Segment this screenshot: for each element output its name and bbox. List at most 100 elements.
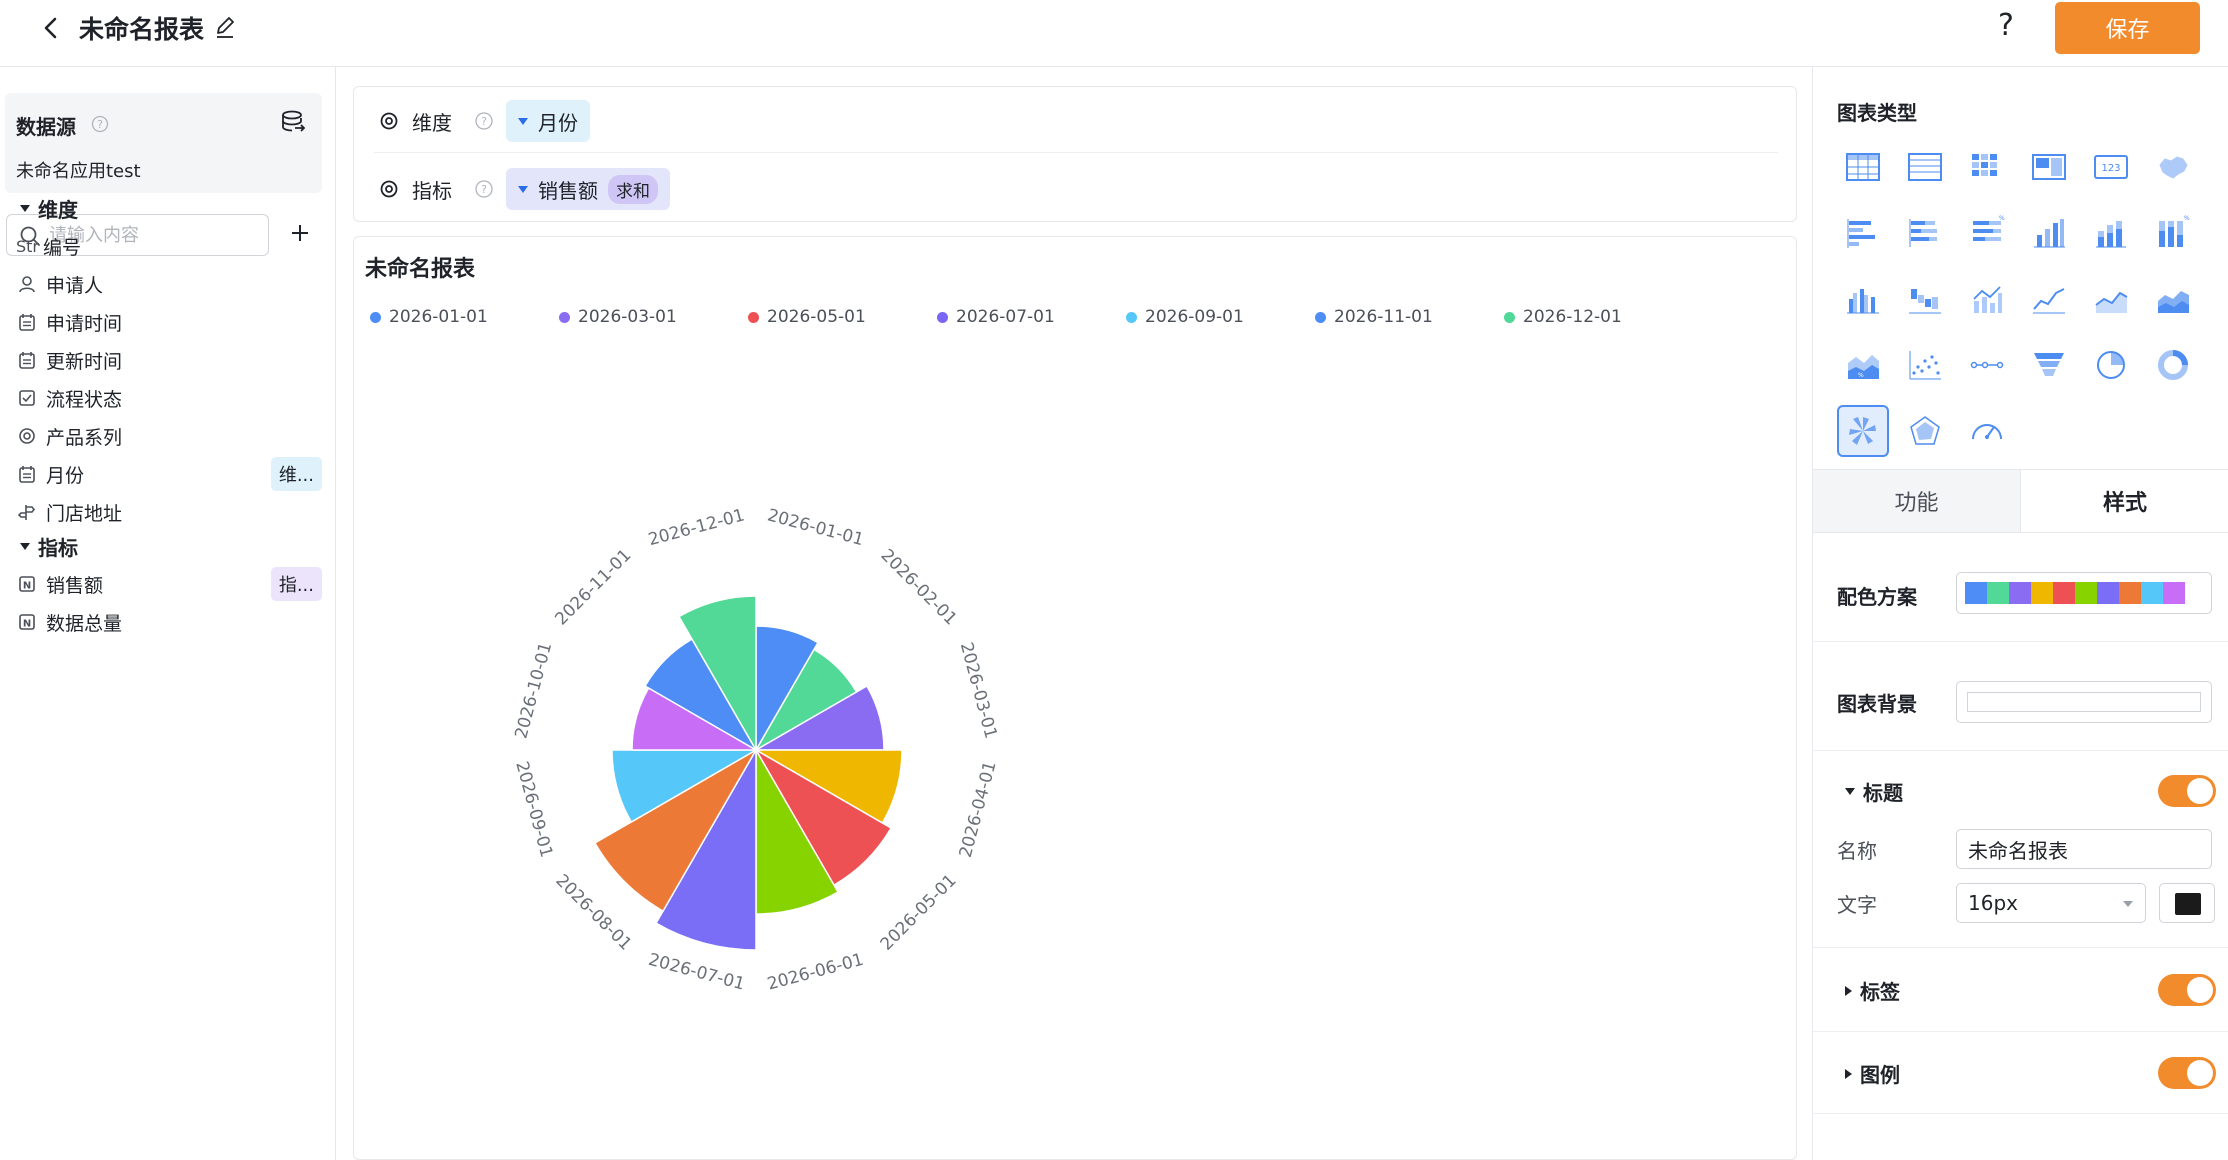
metric-group-header[interactable]: 指标: [20, 532, 78, 561]
gauge-icon[interactable]: [1961, 405, 2013, 457]
legend-item[interactable]: 2026-12-01: [1504, 307, 1622, 327]
rose-icon[interactable]: [1837, 405, 1889, 457]
label-section-header[interactable]: 标签: [1845, 976, 1900, 1005]
settings-icon[interactable]: [378, 110, 400, 132]
top-bar: 未命名报表 ? 保存: [0, 0, 2228, 67]
title-section-header[interactable]: 标题: [1845, 777, 1903, 806]
scatter-icon[interactable]: [1899, 339, 1951, 391]
rose-slice[interactable]: [755, 747, 840, 915]
chart-types-title: 图表类型: [1837, 101, 1917, 125]
percent-column-icon[interactable]: %: [2147, 207, 2199, 259]
field-item[interactable]: 更新时间: [16, 343, 322, 377]
title-name-input[interactable]: [1956, 829, 2212, 869]
legend-label: 2026-09-01: [1145, 307, 1244, 327]
field-item[interactable]: 申请人: [16, 267, 322, 301]
legend-item[interactable]: 2026-09-01: [1126, 307, 1244, 327]
edit-pencil-icon[interactable]: [213, 14, 237, 40]
field-search[interactable]: [6, 214, 269, 256]
legend-item[interactable]: 2026-11-01: [1315, 307, 1433, 327]
palette-picker[interactable]: [1956, 572, 2212, 614]
legend-item[interactable]: 2026-07-01: [937, 307, 1055, 327]
column-line-icon[interactable]: [1961, 273, 2013, 325]
save-button[interactable]: 保存: [2055, 2, 2200, 54]
field-item[interactable]: 流程状态: [16, 381, 322, 415]
legend-label: 2026-05-01: [767, 307, 866, 327]
add-field-icon[interactable]: [288, 221, 312, 245]
dimension-group-header[interactable]: 维度: [20, 194, 78, 223]
funnel-icon[interactable]: [2023, 339, 2075, 391]
stacked-column-icon[interactable]: [2085, 207, 2137, 259]
field-item[interactable]: Str 编号: [16, 229, 322, 263]
percent-bar-horizontal-icon[interactable]: %: [1961, 207, 2013, 259]
rose-slice[interactable]: [611, 749, 759, 824]
waterfall-icon[interactable]: [1899, 273, 1951, 325]
percent-area-icon[interactable]: %: [1837, 339, 1889, 391]
chart-config-panel: 维度 ? 月份 指标 ? 销售额 求和: [353, 86, 1797, 222]
tab-style[interactable]: 样式: [2021, 470, 2228, 532]
caret-down-icon: [20, 543, 30, 550]
field-item[interactable]: 产品系列: [16, 419, 322, 453]
tab-function[interactable]: 功能: [1813, 470, 2021, 532]
legend-dot: [1315, 311, 1326, 323]
dimension-pill[interactable]: 月份: [506, 100, 590, 142]
title-toggle[interactable]: [2158, 775, 2216, 807]
rose-slice[interactable]: [593, 747, 759, 913]
field-item[interactable]: N 数据总量: [16, 605, 322, 639]
card-icon[interactable]: [2023, 141, 2075, 193]
divider: [374, 152, 1778, 153]
legend-section-header[interactable]: 图例: [1845, 1059, 1900, 1088]
legend-item[interactable]: 2026-05-01: [748, 307, 866, 327]
metric-pill[interactable]: 销售额 求和: [506, 168, 670, 210]
bar-horizontal-icon[interactable]: [1837, 207, 1889, 259]
database-switch-icon[interactable]: [280, 109, 306, 135]
pivot-table-icon[interactable]: [1961, 141, 2013, 193]
svg-text:?: ?: [481, 183, 487, 196]
legend-toggle[interactable]: [2158, 1057, 2216, 1089]
chevron-down-icon: [2123, 901, 2133, 907]
help-circle-icon[interactable]: ?: [474, 179, 494, 199]
stacked-bar-horizontal-icon[interactable]: [1899, 207, 1951, 259]
area-icon[interactable]: [2147, 273, 2199, 325]
search-input[interactable]: [49, 221, 259, 249]
rose-slice[interactable]: [654, 747, 757, 951]
settings-icon[interactable]: [378, 178, 400, 200]
aggregation-badge[interactable]: 求和: [608, 174, 658, 204]
grouped-column-icon[interactable]: [1837, 273, 1889, 325]
svg-text:N: N: [23, 581, 31, 592]
donut-icon[interactable]: [2147, 339, 2199, 391]
help-button[interactable]: ?: [1998, 8, 2014, 43]
number-card-icon[interactable]: 123: [2085, 141, 2137, 193]
field-item[interactable]: 月份 维...: [16, 457, 322, 491]
line-icon[interactable]: [2023, 273, 2075, 325]
pie-icon[interactable]: [2085, 339, 2137, 391]
column-icon[interactable]: [2023, 207, 2075, 259]
rose-slice[interactable]: [677, 595, 757, 753]
dot-line-icon[interactable]: [1961, 339, 2013, 391]
field-item[interactable]: 申请时间: [16, 305, 322, 339]
legend-item[interactable]: 2026-01-01: [370, 307, 488, 327]
field-label: 门店地址: [46, 502, 123, 525]
caret-down-icon: [518, 117, 528, 125]
detail-table-icon[interactable]: [1899, 141, 1951, 193]
label-toggle[interactable]: [2158, 974, 2216, 1006]
svg-text:%: %: [1858, 372, 1864, 379]
legend-dot: [370, 311, 381, 323]
help-circle-icon[interactable]: ?: [91, 115, 109, 133]
map-icon[interactable]: [2147, 141, 2199, 193]
legend-section-label: 图例: [1860, 1063, 1900, 1087]
calendar-icon: [16, 311, 38, 333]
legend-label: 2026-01-01: [389, 307, 488, 327]
back-arrow-icon[interactable]: [38, 14, 66, 42]
rose-category-label: 2026-02-01: [877, 545, 961, 629]
area-line-icon[interactable]: [2085, 273, 2137, 325]
background-color-picker[interactable]: [1956, 681, 2212, 723]
field-item[interactable]: 门店地址: [16, 495, 322, 529]
field-label: 月份: [46, 464, 85, 487]
font-color-picker[interactable]: [2159, 883, 2215, 923]
help-circle-icon[interactable]: ?: [474, 111, 494, 131]
font-size-select[interactable]: 16px: [1956, 883, 2146, 923]
legend-item[interactable]: 2026-03-01: [559, 307, 677, 327]
radar-icon[interactable]: [1899, 405, 1951, 457]
field-item[interactable]: N 销售额 指...: [16, 567, 322, 601]
table-icon[interactable]: [1837, 141, 1889, 193]
